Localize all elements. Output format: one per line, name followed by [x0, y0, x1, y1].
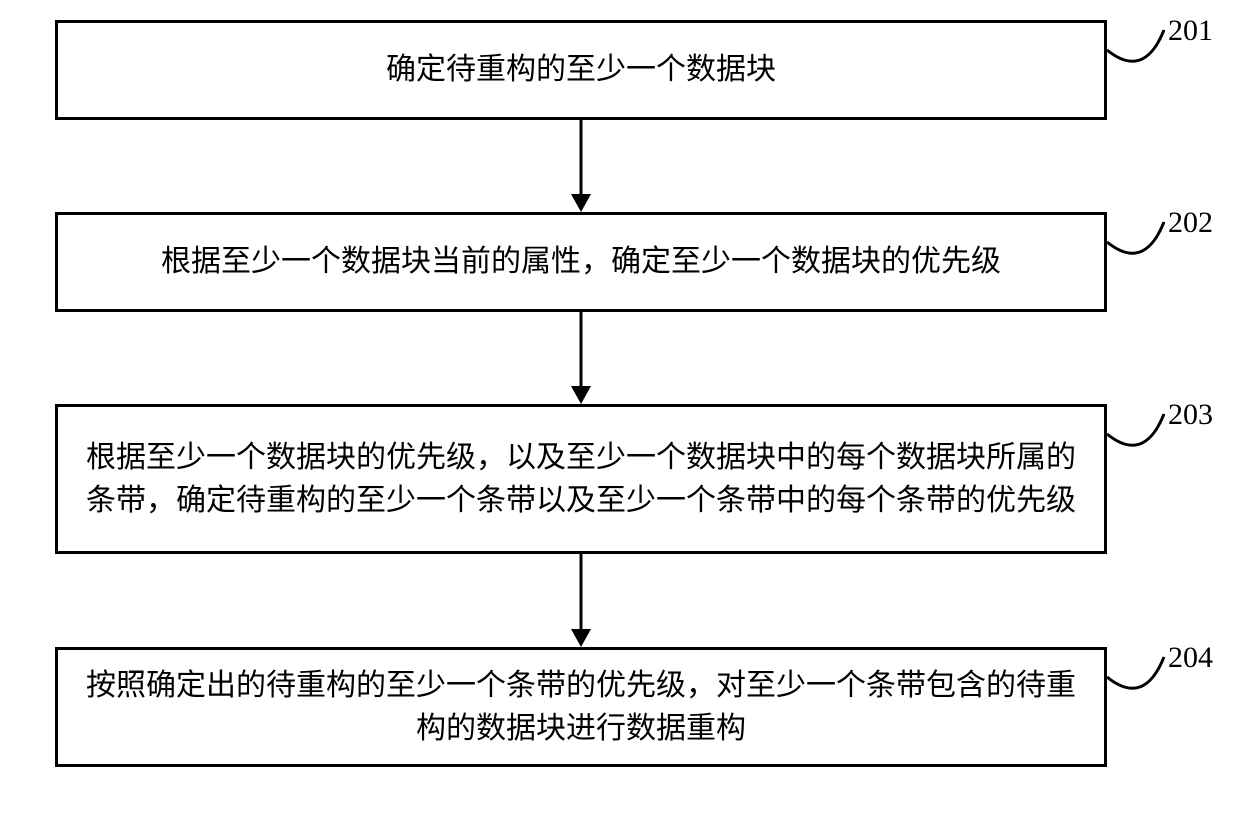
connector-204: [0, 0, 1240, 830]
